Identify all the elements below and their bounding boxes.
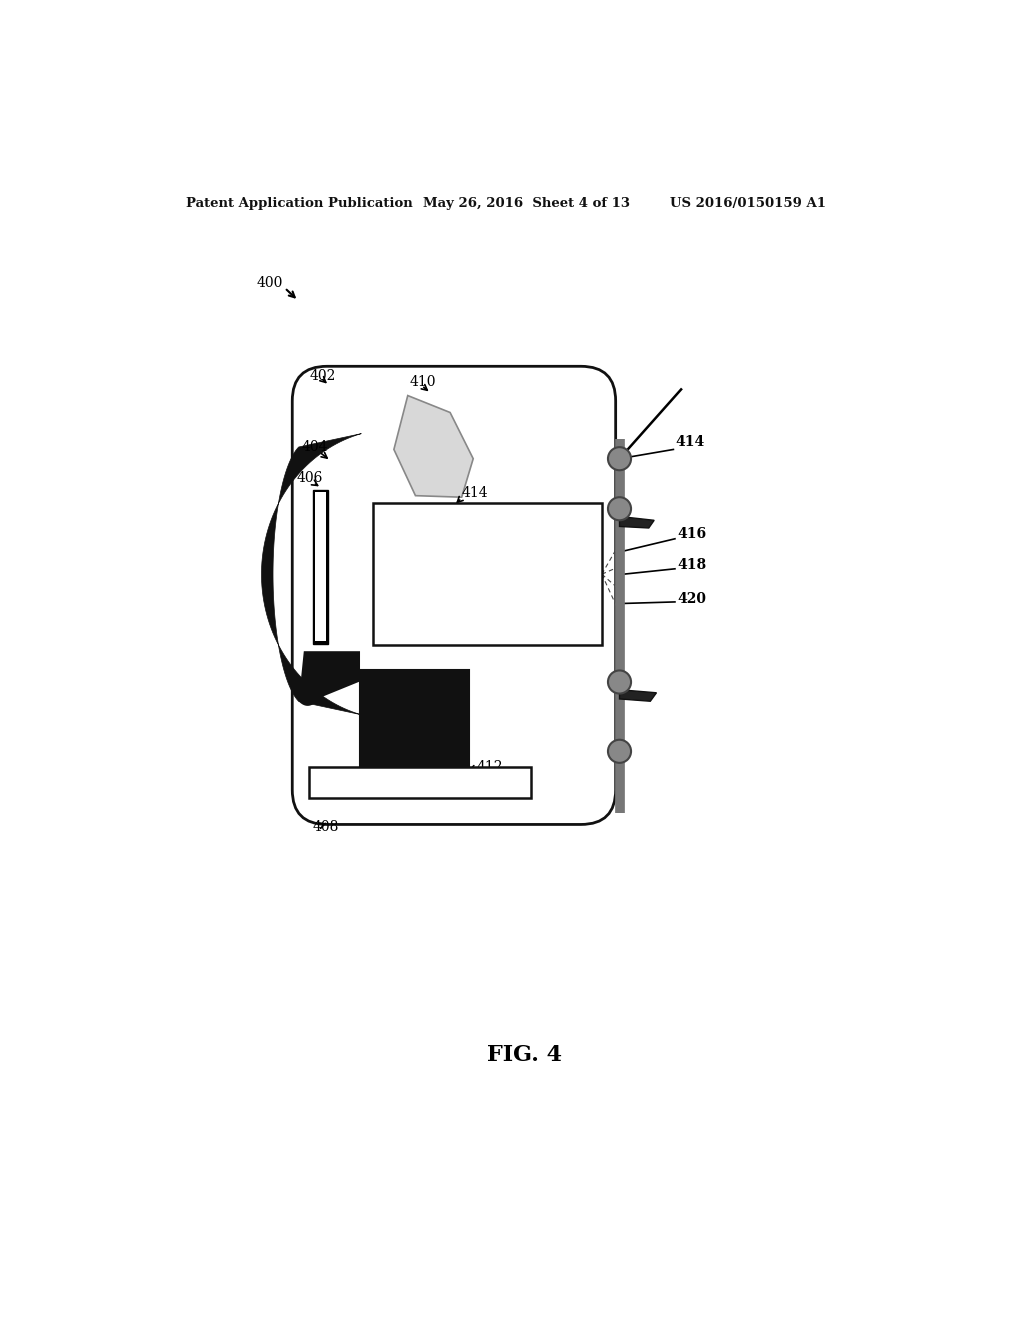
Text: 412: 412: [477, 760, 504, 774]
Polygon shape: [261, 434, 361, 714]
Text: FIG. 4: FIG. 4: [487, 1044, 562, 1067]
Text: US 2016/0150159 A1: US 2016/0150159 A1: [670, 197, 825, 210]
Text: 420: 420: [677, 591, 707, 606]
Text: 408: 408: [313, 820, 339, 834]
Text: 406: 406: [296, 471, 323, 484]
Text: 414: 414: [676, 434, 705, 449]
Text: 414: 414: [462, 486, 488, 500]
Polygon shape: [620, 516, 654, 528]
Text: 400: 400: [256, 276, 283, 290]
Polygon shape: [299, 651, 387, 706]
Circle shape: [608, 498, 631, 520]
Text: May 26, 2016  Sheet 4 of 13: May 26, 2016 Sheet 4 of 13: [423, 197, 630, 210]
Text: 410: 410: [410, 375, 436, 388]
Circle shape: [608, 447, 631, 470]
Text: Patent Application Publication: Patent Application Publication: [186, 197, 413, 210]
Bar: [373, 503, 602, 645]
Circle shape: [608, 739, 631, 763]
Text: 418: 418: [677, 558, 707, 572]
Bar: [360, 671, 469, 767]
Bar: [315, 492, 326, 642]
Bar: [313, 490, 329, 644]
Circle shape: [608, 671, 631, 693]
Polygon shape: [620, 689, 656, 701]
FancyBboxPatch shape: [292, 367, 615, 825]
Polygon shape: [394, 396, 473, 498]
Text: 404: 404: [301, 440, 328, 454]
Text: 402: 402: [309, 368, 336, 383]
Bar: [309, 767, 531, 797]
Text: 416: 416: [677, 527, 707, 541]
